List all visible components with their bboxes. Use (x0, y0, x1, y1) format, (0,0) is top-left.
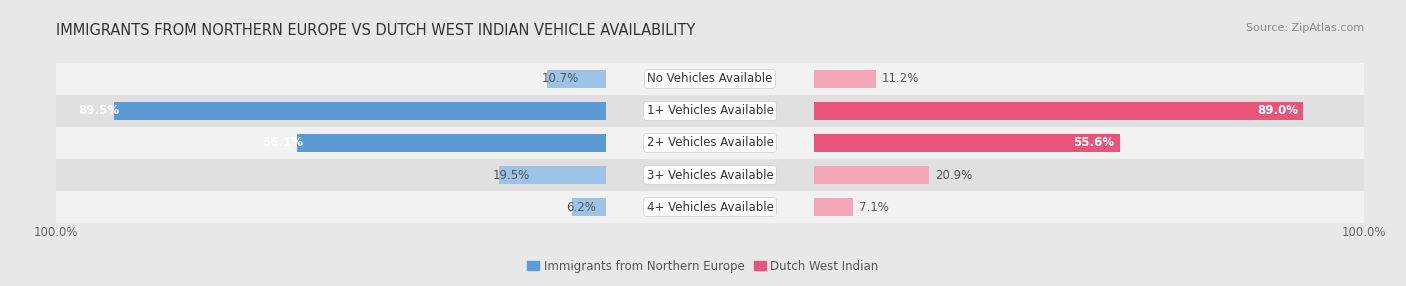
Bar (814, 198, 853, 216)
Text: 55.6%: 55.6% (1073, 136, 1115, 150)
Bar (814, 127, 1364, 159)
Bar (606, 159, 814, 191)
Bar (56, 159, 606, 191)
Bar (56, 63, 606, 95)
Bar (572, 198, 606, 216)
Text: 10.7%: 10.7% (541, 72, 579, 86)
Bar (114, 102, 606, 120)
Text: 11.2%: 11.2% (882, 72, 918, 86)
Bar (814, 159, 1364, 191)
Bar (606, 127, 814, 159)
Bar (606, 191, 814, 223)
Bar (814, 102, 1303, 120)
Text: 89.0%: 89.0% (1257, 104, 1298, 118)
Text: 7.1%: 7.1% (859, 200, 889, 214)
Text: 2+ Vehicles Available: 2+ Vehicles Available (647, 136, 773, 150)
Text: 19.5%: 19.5% (494, 168, 530, 182)
Bar (814, 95, 1364, 127)
Bar (606, 63, 814, 95)
Text: 3+ Vehicles Available: 3+ Vehicles Available (647, 168, 773, 182)
Bar (499, 166, 606, 184)
Bar (814, 134, 1121, 152)
Bar (56, 127, 606, 159)
Text: 1+ Vehicles Available: 1+ Vehicles Available (647, 104, 773, 118)
Text: Source: ZipAtlas.com: Source: ZipAtlas.com (1246, 23, 1364, 33)
Text: 20.9%: 20.9% (935, 168, 972, 182)
Legend: Immigrants from Northern Europe, Dutch West Indian: Immigrants from Northern Europe, Dutch W… (523, 255, 883, 277)
Bar (814, 63, 1364, 95)
Bar (56, 191, 606, 223)
Bar (547, 70, 606, 88)
Bar (814, 166, 929, 184)
Bar (298, 134, 606, 152)
Bar (606, 95, 814, 127)
Text: 56.1%: 56.1% (262, 136, 302, 150)
Text: 6.2%: 6.2% (567, 200, 596, 214)
Text: 4+ Vehicles Available: 4+ Vehicles Available (647, 200, 773, 214)
Text: 89.5%: 89.5% (79, 104, 120, 118)
Bar (814, 191, 1364, 223)
Bar (814, 70, 876, 88)
Bar (56, 95, 606, 127)
Text: No Vehicles Available: No Vehicles Available (647, 72, 773, 86)
Text: IMMIGRANTS FROM NORTHERN EUROPE VS DUTCH WEST INDIAN VEHICLE AVAILABILITY: IMMIGRANTS FROM NORTHERN EUROPE VS DUTCH… (56, 23, 696, 38)
